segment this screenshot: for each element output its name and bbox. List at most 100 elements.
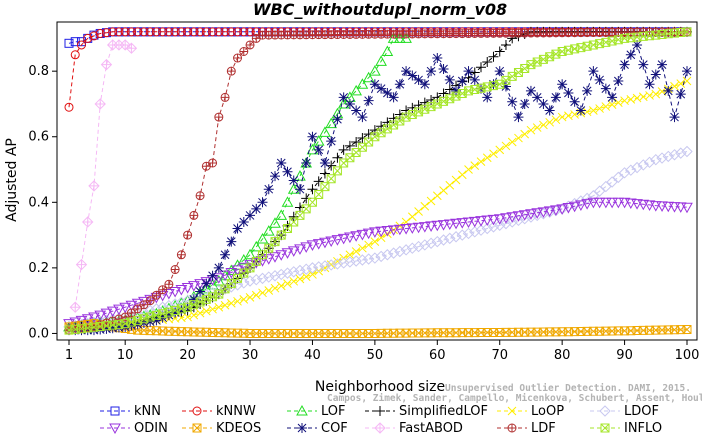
data-point	[550, 205, 562, 216]
data-point	[150, 303, 163, 315]
data-point	[682, 27, 692, 37]
data-point	[644, 79, 655, 90]
plot-frame	[56, 21, 698, 341]
data-point	[214, 112, 224, 122]
data-point	[401, 66, 412, 77]
data-point	[283, 279, 292, 288]
data-point	[676, 79, 686, 88]
data-point	[369, 227, 381, 238]
data-point	[113, 322, 124, 333]
data-point	[331, 235, 344, 246]
data-point	[269, 217, 281, 228]
data-point	[500, 39, 511, 50]
data-point	[419, 239, 431, 251]
data-point	[663, 85, 674, 96]
data-point	[601, 102, 611, 111]
data-point	[412, 222, 425, 234]
series-fastabod	[69, 39, 138, 313]
data-point	[275, 250, 288, 261]
data-point	[106, 306, 119, 318]
data-point	[294, 202, 305, 213]
data-point	[419, 79, 430, 90]
data-point	[188, 294, 199, 305]
data-point	[244, 248, 256, 260]
data-point	[251, 203, 262, 214]
data-point	[450, 218, 462, 230]
data-point	[656, 201, 668, 212]
data-point	[500, 213, 512, 224]
data-point	[276, 281, 286, 291]
data-point	[381, 226, 394, 237]
data-point	[351, 105, 362, 116]
data-point	[294, 184, 305, 195]
data-point	[470, 161, 480, 170]
data-point	[525, 85, 536, 96]
x-tick-label: 60	[429, 348, 446, 363]
ticks-layer: 1 10 20 30 40 50 60 70 80 90 100 0.0 0.2 0.4 0.6 0.8	[28, 64, 699, 363]
data-point	[376, 233, 386, 243]
data-point	[100, 308, 113, 320]
data-point	[575, 105, 586, 116]
data-point	[445, 94, 455, 104]
data-point	[195, 191, 205, 201]
data-point	[376, 83, 387, 94]
y-axis-label: Adjusted AP	[4, 138, 20, 222]
legend-marker	[109, 423, 121, 434]
data-point	[638, 59, 649, 70]
data-point	[456, 218, 469, 229]
data-point	[594, 74, 605, 85]
data-point	[170, 307, 181, 318]
data-point	[176, 250, 186, 260]
data-point	[356, 254, 369, 266]
data-point	[613, 76, 624, 87]
data-point	[538, 54, 548, 64]
data-point	[263, 184, 274, 195]
data-point	[145, 316, 156, 327]
data-point	[431, 220, 444, 232]
data-point	[406, 223, 419, 234]
data-point	[612, 171, 625, 184]
data-point	[245, 210, 256, 221]
legend-label: LDF	[531, 421, 556, 434]
data-point	[426, 66, 437, 77]
data-point	[358, 243, 367, 253]
data-point	[345, 250, 355, 260]
data-point	[400, 244, 412, 256]
x-tick-label: 20	[179, 348, 196, 363]
data-point	[263, 271, 275, 283]
data-point	[151, 315, 162, 326]
data-point	[469, 74, 480, 85]
data-point	[581, 199, 593, 210]
data-point	[239, 294, 249, 304]
series-odin	[63, 197, 693, 330]
data-point	[624, 198, 637, 209]
data-point	[120, 321, 131, 332]
watermark-line-2: Campos, Zimek, Sander, Campello, Micenko…	[327, 393, 702, 404]
data-point	[264, 286, 274, 295]
data-point	[593, 185, 606, 197]
x-tick-label: 80	[554, 348, 571, 363]
legend-label: ODIN	[134, 421, 168, 434]
series-kdeos	[64, 319, 692, 338]
data-point	[538, 98, 549, 109]
data-point	[681, 145, 693, 158]
data-point	[326, 174, 336, 184]
data-point	[337, 233, 350, 245]
data-point	[464, 165, 473, 174]
data-point	[675, 147, 687, 159]
data-point	[512, 211, 525, 222]
data-point	[207, 270, 218, 281]
data-point	[295, 274, 305, 284]
data-point	[288, 266, 300, 278]
data-point	[375, 55, 387, 66]
data-point	[319, 168, 330, 179]
data-point	[612, 197, 625, 209]
data-point	[320, 182, 330, 192]
data-point	[114, 27, 124, 37]
data-point	[164, 27, 174, 37]
data-point	[288, 211, 299, 222]
series-line-loop	[68, 80, 688, 331]
data-point	[589, 106, 598, 115]
data-point	[338, 144, 349, 155]
data-point	[632, 39, 643, 50]
